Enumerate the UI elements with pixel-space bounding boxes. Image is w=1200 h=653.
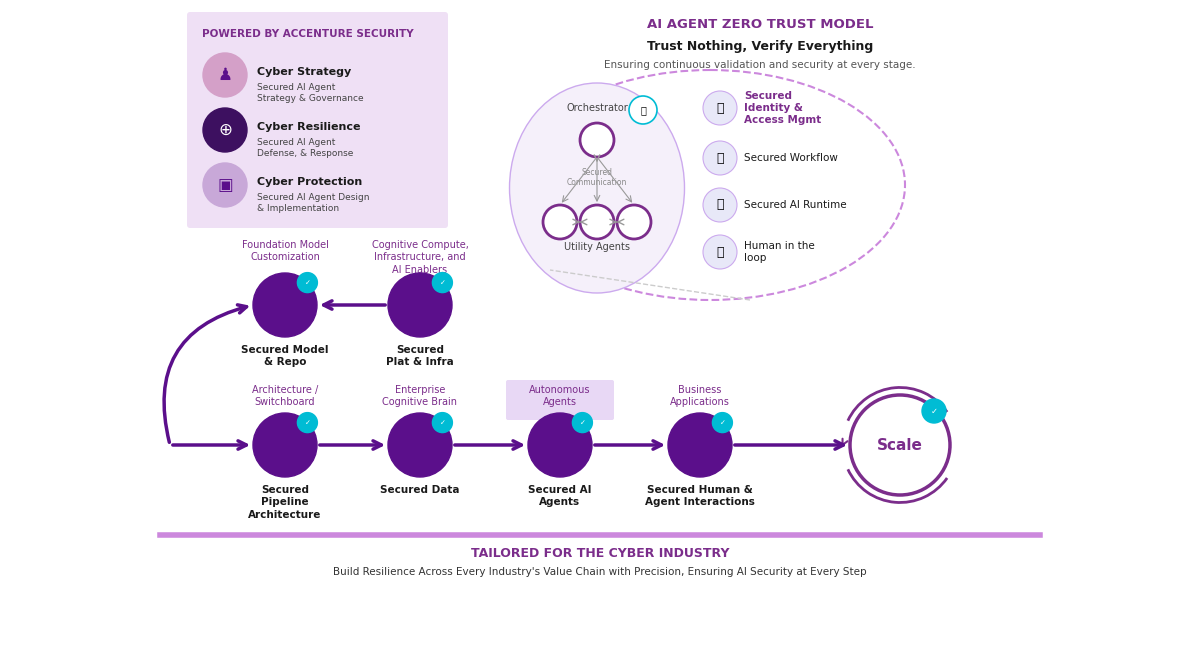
Text: 🛡: 🛡 — [716, 101, 724, 114]
Text: Enterprise
Cognitive Brain: Enterprise Cognitive Brain — [383, 385, 457, 407]
Circle shape — [203, 108, 247, 152]
Text: ▣: ▣ — [217, 176, 233, 194]
Circle shape — [542, 205, 577, 239]
Circle shape — [253, 413, 317, 477]
Circle shape — [388, 413, 452, 477]
Circle shape — [850, 395, 950, 495]
Text: Business
Applications: Business Applications — [670, 385, 730, 407]
Circle shape — [703, 91, 737, 125]
FancyArrowPatch shape — [164, 305, 246, 442]
FancyBboxPatch shape — [506, 380, 614, 420]
Text: 🛡: 🛡 — [640, 105, 646, 115]
Text: Orchestrator: Orchestrator — [566, 103, 628, 113]
Text: ♟: ♟ — [217, 66, 233, 84]
Circle shape — [668, 413, 732, 477]
Circle shape — [298, 413, 317, 432]
Circle shape — [580, 205, 614, 239]
Text: Autonomous
Agents: Autonomous Agents — [529, 385, 590, 407]
Circle shape — [703, 188, 737, 222]
Text: Secured AI Agent Design
& Implementation: Secured AI Agent Design & Implementation — [257, 193, 370, 213]
Text: POWERED BY ACCENTURE SECURITY: POWERED BY ACCENTURE SECURITY — [202, 29, 414, 39]
Text: TAILORED FOR THE CYBER INDUSTRY: TAILORED FOR THE CYBER INDUSTRY — [470, 547, 730, 560]
Text: Secured Human &
Agent Interactions: Secured Human & Agent Interactions — [646, 485, 755, 507]
Text: Secured
Communication: Secured Communication — [566, 168, 628, 187]
Circle shape — [432, 413, 452, 432]
Text: ⊕: ⊕ — [218, 121, 232, 139]
Text: Cognitive Compute,
Infrastructure, and
AI Enablers: Cognitive Compute, Infrastructure, and A… — [372, 240, 468, 275]
Text: Secured
Plat & Infra: Secured Plat & Infra — [386, 345, 454, 368]
Text: AI AGENT ZERO TRUST MODEL: AI AGENT ZERO TRUST MODEL — [647, 18, 874, 31]
Text: Cyber Protection: Cyber Protection — [257, 177, 362, 187]
Text: Utility Agents: Utility Agents — [564, 242, 630, 252]
Text: ✓: ✓ — [305, 420, 311, 426]
Text: Secured Data: Secured Data — [380, 485, 460, 495]
Text: Build Resilience Across Every Industry's Value Chain with Precision, Ensuring AI: Build Resilience Across Every Industry's… — [334, 567, 866, 577]
Circle shape — [432, 272, 452, 293]
Text: Secured Model
& Repo: Secured Model & Repo — [241, 345, 329, 368]
Text: 🛡: 🛡 — [716, 199, 724, 212]
Text: Human in the
loop: Human in the loop — [744, 241, 815, 263]
Text: ✓: ✓ — [580, 420, 586, 426]
Text: Cyber Strategy: Cyber Strategy — [257, 67, 352, 77]
FancyBboxPatch shape — [187, 12, 448, 228]
Text: Secured AI Runtime: Secured AI Runtime — [744, 200, 847, 210]
Circle shape — [298, 272, 317, 293]
Circle shape — [388, 273, 452, 337]
Circle shape — [629, 96, 658, 124]
Circle shape — [922, 399, 946, 423]
Text: Architecture /
Switchboard: Architecture / Switchboard — [252, 385, 318, 407]
Text: ✓: ✓ — [439, 279, 445, 285]
Text: 🛡: 🛡 — [716, 246, 724, 259]
Circle shape — [713, 413, 732, 432]
Text: ✓: ✓ — [930, 407, 937, 415]
Text: 🛡: 🛡 — [716, 151, 724, 165]
Circle shape — [203, 163, 247, 207]
Text: Secured AI Agent
Defense, & Response: Secured AI Agent Defense, & Response — [257, 138, 353, 158]
Circle shape — [253, 273, 317, 337]
Text: ✓: ✓ — [720, 420, 725, 426]
Circle shape — [203, 53, 247, 97]
Text: Secured
Identity &
Access Mgmt: Secured Identity & Access Mgmt — [744, 91, 821, 125]
Circle shape — [703, 235, 737, 269]
Text: Ensuring continuous validation and security at every stage.: Ensuring continuous validation and secur… — [604, 60, 916, 70]
Circle shape — [528, 413, 592, 477]
Text: Secured AI Agent
Strategy & Governance: Secured AI Agent Strategy & Governance — [257, 83, 364, 103]
Ellipse shape — [510, 83, 684, 293]
Circle shape — [617, 205, 650, 239]
Circle shape — [580, 123, 614, 157]
Circle shape — [703, 141, 737, 175]
Circle shape — [572, 413, 593, 432]
Text: Secured Workflow: Secured Workflow — [744, 153, 838, 163]
Text: ✓: ✓ — [305, 279, 311, 285]
Text: Secured
Pipeline
Architecture: Secured Pipeline Architecture — [248, 485, 322, 520]
Text: ✓: ✓ — [439, 420, 445, 426]
Text: Foundation Model
Customization: Foundation Model Customization — [241, 240, 329, 263]
Text: Trust Nothing, Verify Everything: Trust Nothing, Verify Everything — [647, 40, 874, 53]
Text: Secured AI
Agents: Secured AI Agents — [528, 485, 592, 507]
Text: Scale: Scale — [877, 438, 923, 453]
Text: Cyber Resilience: Cyber Resilience — [257, 122, 360, 132]
